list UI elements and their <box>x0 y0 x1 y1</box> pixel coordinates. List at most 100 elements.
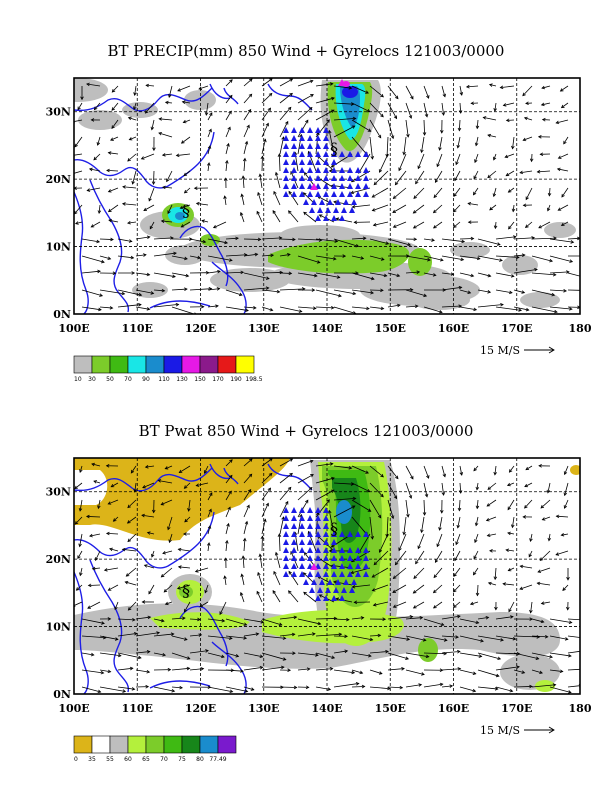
colorbar-swatch <box>127 735 147 754</box>
coastline <box>89 179 130 313</box>
gyre-triangle <box>363 167 369 173</box>
gyre-triangle <box>299 531 305 537</box>
gyre-triangle <box>299 515 305 521</box>
precip-area <box>408 248 432 276</box>
gyre-triangle <box>323 515 329 521</box>
panel1-title: BT PRECIP(mm) 850 Wind + Gyrelocs 121003… <box>107 42 505 60</box>
gyre-triangle <box>339 571 345 577</box>
gyre-triangle <box>323 159 329 165</box>
x-tick-label: 180 <box>569 702 592 715</box>
colorbar-swatch <box>91 735 111 754</box>
x-tick-label: 110E <box>122 702 153 715</box>
colorbar-swatch <box>217 735 237 754</box>
scale-arrow <box>548 726 555 734</box>
gyre-triangle <box>363 563 369 569</box>
gyre-triangle <box>323 143 329 149</box>
gyre-triangle <box>283 143 289 149</box>
colorbar: 0 35 55 60 65 70 75 80 77.49 <box>73 735 237 763</box>
coastline <box>74 87 213 112</box>
gyre-triangle <box>315 191 321 197</box>
precip-area <box>184 90 216 110</box>
gyre-triangle <box>349 587 355 593</box>
gyre-triangle <box>283 159 289 165</box>
colorbar-label: 70 <box>124 376 132 383</box>
scale-arrow <box>548 346 555 354</box>
colorbar-label: 80 <box>196 756 204 763</box>
colorbar-label: 55 <box>106 756 114 763</box>
gyre-triangle <box>315 143 321 149</box>
map-area: §§ <box>74 78 580 314</box>
gyre-triangle <box>363 555 369 561</box>
gyre-triangle <box>291 183 297 189</box>
y-tick-label: 0N <box>53 688 71 701</box>
gyre-triangle <box>331 531 337 537</box>
x-tick-label: 140E <box>311 322 342 335</box>
colorbar-swatch <box>181 735 201 754</box>
gyre-triangle <box>299 159 305 165</box>
gyre-triangle <box>307 127 313 133</box>
coastline <box>223 467 239 485</box>
gyre-triangle <box>307 143 313 149</box>
colorbar-label: 60 <box>124 756 132 763</box>
gyre-triangle <box>355 555 361 561</box>
gyre-triangle <box>339 167 345 173</box>
pwat-area <box>262 609 404 644</box>
gyre-locations <box>283 79 369 221</box>
gyre-triangle <box>291 571 297 577</box>
x-tick-label: 160E <box>438 322 469 335</box>
colorbar-swatch <box>163 355 183 374</box>
gyre-triangle <box>363 175 369 181</box>
gyre-triangle <box>291 143 297 149</box>
precip-area <box>175 212 185 220</box>
gyre-triangle <box>309 587 315 593</box>
gyre-triangle <box>299 175 305 181</box>
gyre-triangle <box>315 159 321 165</box>
gyre-triangle <box>283 183 289 189</box>
gyre-triangle <box>323 191 329 197</box>
precip-area <box>210 268 290 292</box>
gyre-triangle <box>331 547 337 553</box>
gyre-triangle <box>363 191 369 197</box>
x-tick-label: 100E <box>58 322 89 335</box>
gyre-triangle <box>315 127 321 133</box>
precip-area <box>342 86 358 98</box>
y-tick-label: 30N <box>46 106 71 119</box>
colorbar-label: 75 <box>178 756 186 763</box>
colorbar-label: 10 <box>74 376 82 383</box>
gyre-triangle <box>355 175 361 181</box>
x-tick-label: 140E <box>311 702 342 715</box>
gyre-triangle <box>323 555 329 561</box>
gyre-triangle <box>283 151 289 157</box>
gyre-triangle <box>291 563 297 569</box>
gyre-triangle <box>331 595 337 601</box>
gyre-triangle <box>291 555 297 561</box>
gyre-triangle <box>355 191 361 197</box>
x-tick-label: 170E <box>501 702 532 715</box>
precip-area <box>520 292 560 308</box>
gyre-triangle <box>323 547 329 553</box>
scale-label: 15 M/S <box>480 344 520 357</box>
x-tick-label: 150E <box>375 702 406 715</box>
gyre-triangle <box>323 183 329 189</box>
x-tick-label: 180 <box>569 322 592 335</box>
gyre-triangle <box>315 571 321 577</box>
colorbar-label: 30 <box>88 376 96 383</box>
gyre-triangle <box>335 199 341 205</box>
gyre-triangle <box>347 191 353 197</box>
colorbar-label: 130 <box>176 376 188 383</box>
gyre-triangle <box>299 191 305 197</box>
gyre-triangle <box>355 531 361 537</box>
coastline <box>89 559 130 693</box>
gyre-triangle <box>323 523 329 529</box>
gyre-triangle <box>307 539 313 545</box>
gyre-triangle <box>323 531 329 537</box>
x-tick-label: 100E <box>58 702 89 715</box>
gyre-triangle <box>325 207 331 213</box>
gyre-triangle <box>315 531 321 537</box>
gyre-triangle <box>315 523 321 529</box>
gyre-triangle <box>291 175 297 181</box>
gyre-triangle <box>283 539 289 545</box>
gyre-triangle <box>283 191 289 197</box>
colorbar-label: 35 <box>88 756 96 763</box>
colorbar-label: 198.5 <box>245 376 262 383</box>
